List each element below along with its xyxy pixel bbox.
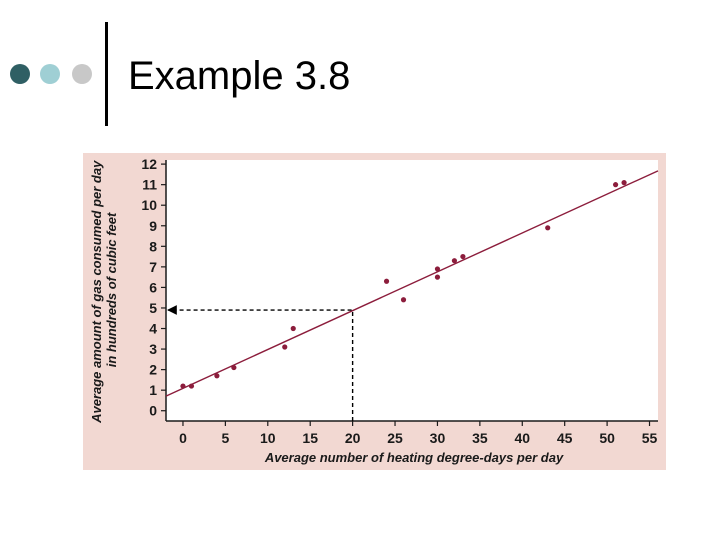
regression-line [165, 170, 659, 397]
data-point [383, 278, 390, 284]
x-tick-label: 40 [514, 430, 530, 446]
x-tick-label: 10 [260, 430, 276, 446]
data-point [460, 253, 466, 260]
x-tick-label: 30 [430, 430, 446, 446]
x-tick-label: 25 [387, 430, 403, 446]
data-point [231, 364, 237, 371]
x-tick-label: 45 [557, 430, 573, 446]
x-tick-label: 5 [221, 430, 229, 446]
data-point [545, 225, 551, 231]
data-point [282, 344, 288, 350]
data-points [180, 180, 627, 389]
y-axis-label-line-2: in hundreds of cubic feet [104, 212, 119, 367]
y-tick-label: 5 [149, 300, 157, 316]
data-point [621, 180, 627, 186]
data-point [434, 266, 441, 272]
x-axis-label: Average number of heating degree-days pe… [264, 450, 564, 465]
y-tick-label: 0 [149, 403, 157, 419]
y-tick-label: 4 [149, 321, 157, 337]
prediction-arrow [167, 305, 354, 421]
x-tick-label: 35 [472, 430, 488, 446]
data-point [612, 182, 619, 188]
y-axis-label-line-1: Average amount of gas consumed per day [89, 160, 104, 424]
x-ticks: 0 5 10 15 20 25 30 35 40 45 50 55 [179, 421, 658, 446]
y-tick-label: 2 [149, 362, 157, 378]
x-tick-label: 50 [599, 430, 615, 446]
title-bullets [10, 64, 100, 86]
data-point [180, 383, 186, 389]
data-point [188, 383, 195, 389]
bullet-dot-light [40, 64, 60, 84]
x-tick-label: 55 [642, 430, 658, 446]
y-tick-label: 9 [149, 218, 157, 234]
y-tick-label: 10 [141, 197, 157, 213]
y-tick-label: 11 [142, 177, 157, 193]
y-tick-label: 8 [149, 238, 157, 254]
title-divider [105, 22, 108, 126]
y-axis-label: Average amount of gas consumed per day i… [89, 157, 119, 424]
x-tick-label: 20 [345, 430, 361, 446]
x-tick-label: 15 [302, 430, 318, 446]
y-tick-label: 3 [149, 341, 157, 357]
y-tick-label: 7 [149, 259, 157, 275]
data-point [400, 297, 407, 303]
data-point [434, 274, 441, 280]
y-tick-label: 12 [141, 156, 157, 172]
x-tick-label: 0 [179, 430, 187, 446]
bullet-dot-gray [72, 64, 92, 84]
y-tick-label: 6 [149, 279, 157, 295]
data-point [290, 325, 296, 332]
plot-area [166, 160, 658, 421]
y-tick-label: 1 [149, 382, 157, 398]
bullet-dot-dark [10, 64, 30, 84]
data-point [451, 258, 458, 264]
slide-title: Example 3.8 [128, 54, 351, 98]
data-point [214, 373, 220, 379]
